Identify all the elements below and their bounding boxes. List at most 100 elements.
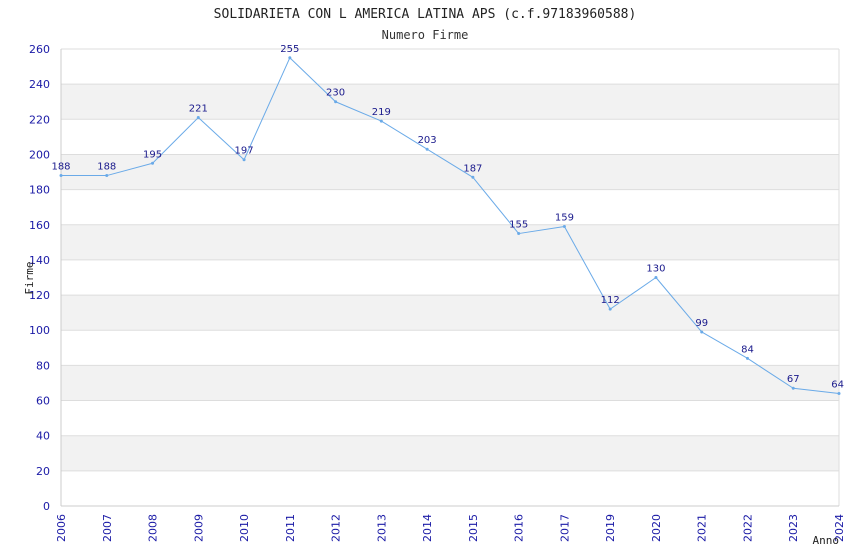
chart-subtitle: Numero Firme [382, 28, 469, 42]
series-line-segment [472, 176, 520, 234]
x-tick-label: 2021 [696, 514, 709, 542]
data-point [288, 56, 292, 60]
background-band [61, 365, 839, 401]
data-point [471, 175, 475, 179]
y-tick-label: 100 [29, 324, 50, 337]
axes [60, 49, 840, 507]
data-label: 84 [741, 344, 754, 355]
x-tick-label: 2016 [513, 514, 526, 542]
y-tick-label: 220 [29, 113, 50, 126]
x-tick-label: 2011 [284, 514, 297, 542]
y-tick-label: 160 [29, 219, 50, 232]
series-line-segment [518, 226, 565, 235]
background-band [61, 224, 839, 260]
background-bands [61, 84, 839, 471]
series-line-segment [426, 148, 474, 178]
x-tick-label: 2015 [467, 514, 480, 542]
series-line-segment [609, 277, 657, 310]
data-label: 155 [509, 220, 528, 231]
data-labels: 188 188 195 221 197 255 230 219 203 187 155 159 112 1… [51, 44, 844, 391]
data-label: 197 [235, 146, 254, 157]
y-axis-title: Firme [23, 261, 36, 294]
data-point [608, 307, 612, 311]
y-tick-label: 60 [36, 395, 50, 408]
grid-lines [61, 48, 839, 507]
data-point [334, 100, 338, 104]
data-point [196, 116, 200, 120]
y-tick-label: 40 [36, 430, 50, 443]
x-tick-label: 2012 [330, 514, 343, 542]
x-tick-label: 2024 [833, 514, 846, 542]
data-point [151, 161, 155, 165]
data-label: 112 [601, 295, 620, 306]
data-label: 219 [372, 107, 391, 118]
series-line-segment [655, 277, 703, 333]
x-tick-label: 2020 [650, 514, 663, 542]
data-point [59, 174, 63, 178]
x-tick-label: 2009 [192, 514, 205, 542]
x-tick-label: 2014 [421, 514, 434, 542]
data-label: 230 [326, 88, 345, 99]
series-line-segment [197, 117, 245, 161]
data-label: 255 [280, 44, 299, 55]
data-point [700, 330, 704, 334]
x-tick-label: 2017 [558, 514, 571, 542]
data-point [517, 232, 521, 236]
data-point [425, 147, 429, 151]
data-point [745, 356, 749, 360]
series-line-segment [747, 357, 794, 389]
x-tick-label: 2008 [147, 514, 160, 542]
series-line-segment [106, 162, 153, 177]
data-label: 195 [143, 149, 162, 160]
data-label: 64 [831, 380, 844, 391]
y-tick-label: 0 [43, 500, 50, 513]
data-label: 67 [787, 374, 800, 385]
series-line-segment [335, 101, 382, 122]
x-tick-label: 2013 [375, 514, 388, 542]
series-line-segment [563, 226, 611, 310]
y-tick-label: 240 [29, 78, 50, 91]
series-line-segment [701, 331, 748, 359]
series-line-group [59, 56, 841, 396]
background-band [61, 435, 839, 471]
data-label: 130 [646, 264, 665, 275]
y-tick-label: 200 [29, 148, 50, 161]
x-tick-label: 2022 [741, 514, 754, 542]
data-point [654, 276, 658, 279]
y-tick-label: 180 [29, 184, 50, 197]
y-tick-label: 140 [29, 254, 50, 267]
y-tick-label: 120 [29, 289, 50, 302]
data-label: 159 [555, 213, 574, 224]
x-tick-label: 2006 [55, 514, 68, 542]
x-axis-ticks: 2006 2007 2008 2009 2010 2011 2012 2013 2014 2015… [55, 514, 846, 542]
data-point [562, 225, 566, 229]
y-tick-label: 260 [29, 43, 50, 56]
chart-title: SOLIDARIETA CON L AMERICA LATINA APS (c.… [214, 7, 637, 22]
data-label: 99 [695, 318, 708, 329]
x-tick-label: 2023 [787, 514, 800, 542]
series-line-segment [793, 387, 840, 395]
x-axis-title: Anno [813, 534, 840, 547]
data-point [379, 119, 383, 123]
series-line-segment [152, 117, 199, 164]
data-label: 188 [97, 162, 116, 173]
background-band [61, 154, 839, 190]
data-label: 221 [189, 104, 208, 115]
background-band [61, 84, 839, 120]
series-line-segment [381, 120, 428, 150]
x-tick-label: 2019 [604, 514, 617, 542]
data-label: 188 [51, 162, 70, 173]
y-tick-label: 80 [36, 359, 50, 372]
x-tick-label: 2007 [101, 514, 114, 542]
data-point [791, 386, 795, 390]
y-axis-ticks: 0 20 40 60 80 100 120 140 160 180 200 220 240 260 [29, 43, 50, 513]
data-point [837, 392, 841, 396]
data-point [105, 174, 109, 178]
data-label: 187 [463, 163, 482, 174]
background-band [61, 295, 839, 331]
series-line-segment [289, 57, 336, 103]
x-tick-label: 2010 [238, 514, 251, 542]
data-label: 203 [418, 135, 437, 146]
data-point [242, 158, 246, 162]
